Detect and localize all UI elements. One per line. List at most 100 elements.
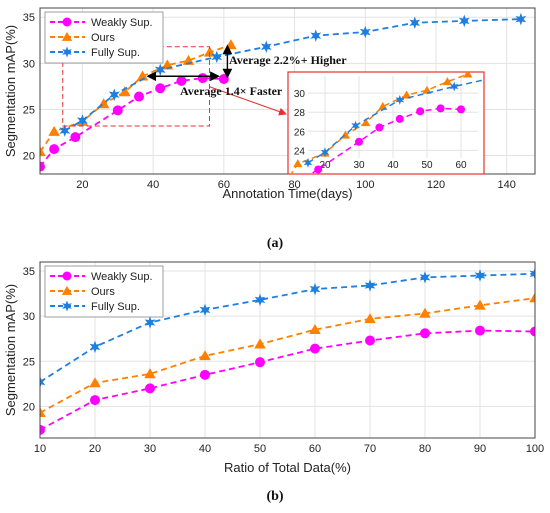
inset-ytick-label: 26 [294, 127, 306, 138]
inset-series [290, 72, 484, 174]
chart-b-xtick-label: 90 [474, 443, 486, 455]
inset-grid [308, 76, 478, 158]
chart-b-xtick-label: 100 [526, 443, 544, 455]
chart-b-xtick-label: 40 [199, 443, 211, 455]
chart-b-xtick-label: 70 [364, 443, 376, 455]
chart-b-xtick-label: 10 [34, 443, 46, 455]
chart-b-ytick-label: 30 [23, 311, 35, 323]
inset-point [355, 137, 363, 146]
zoom-arrow [209, 86, 287, 116]
chart-b-point [199, 350, 211, 361]
chart-b-legend-marker [62, 271, 72, 281]
chart-a-point [155, 83, 166, 94]
inset-ytick-label: 24 [294, 146, 306, 157]
inset-point [395, 114, 404, 123]
inset-point [416, 107, 425, 116]
chart-b-point [530, 326, 535, 337]
chart-b-line-fully-sup- [40, 272, 535, 383]
chart-a-ytick-label: 20 [23, 151, 35, 163]
inset-point [442, 77, 452, 86]
chart-a-point [134, 91, 144, 102]
chart-a-ytick-label: 35 [23, 12, 35, 24]
chart-b: 10 20 30 40 50 60 70 80 90 100 20 25 30 35 Weakly Sup… [3, 261, 544, 504]
chart-b-xtick-label: 60 [309, 443, 321, 455]
chart-a-point [77, 114, 88, 127]
chart-a-point [136, 70, 149, 81]
annotation-higher: Average 2.2%+ Higher [229, 53, 347, 67]
chart-b-point [475, 325, 485, 336]
inset-point [320, 147, 330, 158]
chart-b-ytick-label: 20 [23, 401, 35, 413]
chart-b-line-ours [40, 297, 535, 414]
inset-point [422, 85, 432, 94]
chart-b-xtick-label: 80 [419, 443, 431, 455]
chart-a-ticks: 20 40 60 80 100 120 140 20 25 30 35 [23, 12, 516, 191]
inset-point [293, 159, 303, 168]
inset-xtick-label: 60 [455, 160, 467, 171]
chart-b-point [420, 328, 430, 339]
chart-a-xtick-label: 120 [427, 179, 445, 191]
chart-a: 20 40 60 80 100 120 140 20 25 30 35 Average 2.2%+ … [3, 7, 536, 251]
chart-b-point [144, 316, 156, 329]
chart-a-point [108, 88, 120, 101]
chart-a-point [40, 146, 46, 157]
chart-a-point [458, 14, 470, 28]
chart-b-xlabel: Ratio of Total Data(%) [224, 460, 351, 475]
chart-a-legend-marker [62, 46, 72, 58]
chart-b-point [144, 368, 156, 379]
inset-xtick-label: 50 [421, 160, 433, 171]
inset-point [449, 81, 459, 92]
chart-a-point [70, 132, 81, 143]
inset-frame [287, 71, 485, 175]
chart-a-point [409, 16, 421, 30]
chart-a-legend-marker [62, 17, 72, 27]
chart-a-ylabel: Segmentation mAP(%) [3, 25, 18, 157]
chart-a-point [40, 161, 45, 172]
chart-b-point [199, 303, 211, 317]
inset-point [463, 72, 473, 78]
chart-b-point [309, 282, 321, 296]
chart-b-xtick-label: 50 [254, 443, 266, 455]
chart-a-point [112, 105, 123, 116]
chart-b-legend-label: Ours [91, 286, 115, 298]
chart-a-point [119, 86, 131, 97]
chart-b-point [310, 343, 320, 354]
chart-b-point [474, 299, 486, 310]
chart-b-frame [39, 261, 536, 439]
inset-point [375, 123, 384, 132]
chart-a-legend-label: Weakly Sup. [91, 17, 153, 29]
chart-a-line-ours [40, 44, 232, 153]
chart-b-point [90, 395, 100, 406]
chart-a-xtick-label: 80 [288, 179, 300, 191]
chart-a-legend: Weakly Sup. Ours Fully Sup. [44, 11, 164, 64]
inset-point [402, 90, 412, 99]
chart-a-xtick-label: 100 [356, 179, 374, 191]
chart-b-caption: (b) [266, 489, 283, 504]
chart-a-annotations [146, 44, 233, 82]
chart-b-point [40, 424, 45, 435]
chart-b-point [200, 369, 210, 380]
chart-b-point [529, 292, 535, 303]
inset-point [395, 94, 405, 105]
chart-b-legend-marker [61, 285, 73, 295]
chart-a-xlabel: Annotation Time(days) [222, 186, 352, 201]
chart-b-point [89, 377, 101, 388]
chart-a-point [515, 12, 527, 26]
chart-a-legend-marker [61, 31, 73, 41]
chart-a-point [154, 63, 166, 77]
chart-b-legend-marker [62, 300, 72, 312]
chart-b-point [419, 307, 431, 318]
chart-b-xtick-label: 30 [144, 443, 156, 455]
chart-a-point [197, 73, 208, 84]
chart-b-point [40, 375, 46, 389]
chart-b-series [40, 267, 535, 435]
chart-b-point [255, 357, 265, 368]
chart-a-xtick-label: 40 [147, 179, 159, 191]
chart-a-point [49, 144, 60, 155]
chart-b-legend-label: Weakly Sup. [91, 271, 153, 283]
chart-b-point [309, 323, 321, 335]
chart-a-xtick-label: 140 [498, 179, 516, 191]
chart-b-point [419, 271, 431, 284]
inset-point [436, 104, 445, 113]
chart-b-ytick-label: 35 [23, 266, 35, 278]
